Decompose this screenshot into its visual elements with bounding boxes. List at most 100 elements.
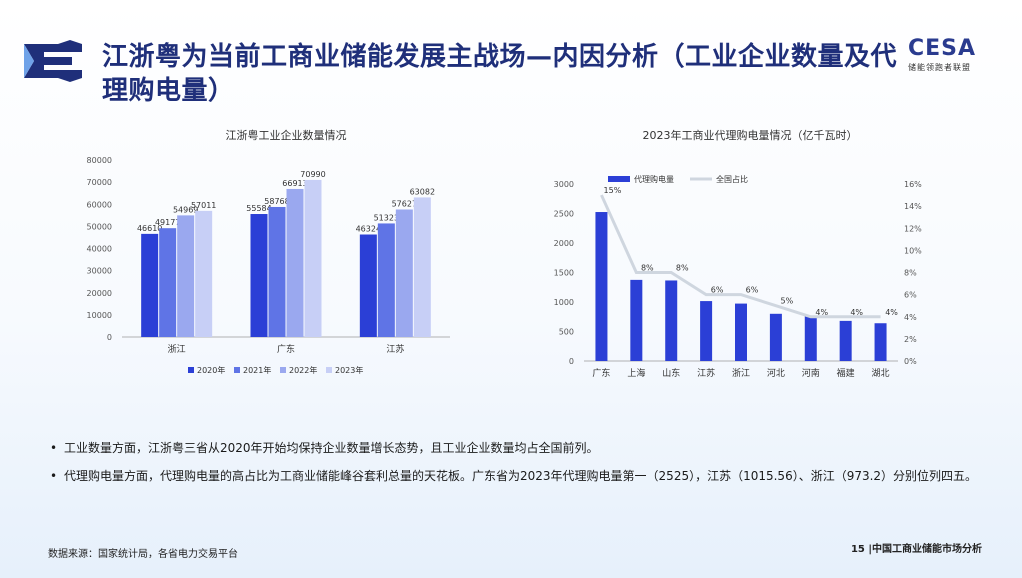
chart1-ytick: 40000 — [87, 245, 112, 254]
chart2-y2tick: 12% — [904, 224, 922, 233]
chart2-share-label: 6% — [746, 286, 759, 295]
chart1-data-label: 66913 — [282, 179, 307, 188]
chart1-legend-swatch — [326, 367, 332, 373]
chart2-y2tick: 14% — [904, 202, 922, 211]
enterprise-count-chart: 江浙粤工业企业数量情况 0 10000 20000 30000 40000 50000 600… — [87, 128, 450, 375]
chart1-bar — [395, 209, 413, 337]
chart2-legend-label-bar: 代理购电量 — [634, 174, 674, 184]
chart2-bar — [700, 301, 713, 361]
chart2-ytick: 1000 — [554, 298, 574, 307]
chart2-legend-swatch-bar — [608, 176, 630, 182]
chart1-title: 江浙粤工业企业数量情况 — [226, 128, 347, 142]
chart2-bar — [595, 212, 608, 361]
bullet-power: 代理购电量方面，代理购电量的高占比为工商业储能峰谷套利总量的天花板。广东省为20… — [50, 462, 1010, 490]
chart1-legend-label: 2021年 — [243, 365, 271, 375]
chart1-bar — [359, 234, 377, 337]
chart2-ytick: 1500 — [554, 269, 574, 278]
cesa-logo-brand: CESA — [908, 36, 977, 61]
chart2-bar — [735, 303, 747, 361]
page-number: 15 |中国工商业储能市场分析 — [850, 544, 982, 555]
chart1-data-label: 51323 — [374, 213, 399, 222]
chart2-y2tick: 0% — [904, 357, 917, 366]
chart2-y2tick: 4% — [904, 313, 917, 322]
chart1-ytick: 80000 — [87, 156, 112, 165]
chart1-data-label: 46610 — [137, 224, 162, 233]
chart1-bar — [159, 228, 177, 337]
chart1-bar — [177, 215, 195, 337]
chart2-legend-label-line: 全国占比 — [716, 174, 748, 184]
chart1-legend-label: 2022年 — [289, 365, 317, 375]
chart1-ytick: 0 — [107, 333, 112, 342]
chart2-share-label: 8% — [676, 264, 689, 273]
bullet-list: 工业数量方面，江浙粤三省从2020年开始均保持企业数量增长态势，且工业企业数量均… — [50, 434, 1010, 490]
chart1-bar — [286, 188, 304, 337]
chart2-category-label: 河北 — [767, 367, 785, 379]
chart1-legend-swatch — [234, 367, 240, 373]
chart1-legend-label: 2020年 — [197, 365, 225, 375]
chart1-data-label: 54969 — [173, 205, 198, 214]
chart1-category-label: 浙江 — [168, 343, 186, 355]
chart1-data-label: 57011 — [191, 201, 216, 210]
chart2-ytick: 0 — [569, 357, 574, 366]
chart1-category-label: 江苏 — [386, 343, 404, 355]
chart2-ytick: 2500 — [554, 210, 574, 219]
power-purchase-chart: 2023年工商业代理购电量情况（亿千瓦时） 0 500 1000 1500 2000 250… — [554, 128, 923, 379]
cesa-logo-sub: 储能领跑者联盟 — [908, 63, 971, 72]
chart1-data-label: 57627 — [392, 200, 417, 209]
chart1-category-label: 广东 — [277, 343, 295, 355]
chart2-category-label: 浙江 — [732, 367, 750, 379]
chart2-bar — [769, 313, 782, 361]
chart1-bar — [268, 206, 286, 337]
chart2-ytick: 500 — [559, 328, 574, 337]
chart2-bar — [665, 280, 678, 361]
chart1-data-label: 58768 — [264, 197, 289, 206]
chart2-share-label: 4% — [850, 308, 863, 317]
chart2-category-label: 山东 — [662, 367, 680, 379]
chart1-data-label: 70990 — [300, 170, 325, 179]
chart2-bar — [839, 320, 852, 361]
e-logo-icon — [24, 40, 82, 82]
chart1-bar — [141, 233, 159, 337]
chart1-ytick: 30000 — [87, 267, 112, 276]
chart2-bar — [804, 315, 817, 361]
chart1-ytick: 60000 — [87, 200, 112, 209]
chart1-ytick: 50000 — [87, 222, 112, 231]
chart1-ytick: 10000 — [87, 311, 112, 320]
cesa-logo: CESA 储能领跑者联盟 — [908, 36, 998, 80]
page-title: 江浙粤为当前工商业储能发展主战场—内因分析（工业企业数量及代理购电量） — [102, 42, 898, 106]
chart1-data-label: 46324 — [356, 225, 381, 234]
chart2-share-label: 15% — [604, 186, 622, 195]
chart1-legend-label: 2023年 — [335, 365, 363, 375]
chart2-bar — [874, 323, 887, 361]
chart2-y2tick: 16% — [904, 180, 922, 189]
chart2-y2tick: 6% — [904, 291, 917, 300]
chart2-category-label: 江苏 — [697, 367, 715, 379]
chart2-bar — [630, 279, 643, 361]
chart1-ytick: 70000 — [87, 178, 112, 187]
chart2-share-label: 5% — [781, 297, 794, 306]
chart1-data-label: 49177 — [155, 218, 180, 227]
chart1-bar — [195, 210, 213, 337]
chart1-bar — [377, 223, 395, 337]
chart2-y2tick: 2% — [904, 335, 917, 344]
chart2-share-label: 6% — [711, 286, 724, 295]
chart2-title: 2023年工商业代理购电量情况（亿千瓦时） — [643, 128, 858, 142]
chart1-bar — [304, 179, 322, 337]
chart2-category-label: 上海 — [627, 367, 645, 379]
chart1-data-label: 63082 — [410, 187, 435, 196]
chart2-category-label: 广东 — [592, 367, 610, 379]
chart2-ytick: 2000 — [554, 239, 574, 248]
chart2-share-label: 4% — [815, 308, 828, 317]
chart2-share-label: 4% — [885, 308, 898, 317]
chart1-legend-swatch — [280, 367, 286, 373]
chart2-category-label: 河南 — [802, 367, 820, 379]
chart1-data-label: 55584 — [246, 204, 271, 213]
chart2-category-label: 湖北 — [872, 368, 890, 379]
chart2-share-line — [600, 194, 881, 319]
chart2-y2tick: 8% — [904, 269, 917, 278]
chart1-bar — [413, 197, 431, 337]
chart1-bar — [250, 214, 268, 337]
chart2-category-label: 福建 — [837, 367, 855, 379]
bullet-enterprise: 工业数量方面，江浙粤三省从2020年开始均保持企业数量增长态势，且工业企业数量均… — [50, 434, 1010, 462]
chart1-ytick: 20000 — [87, 289, 112, 298]
